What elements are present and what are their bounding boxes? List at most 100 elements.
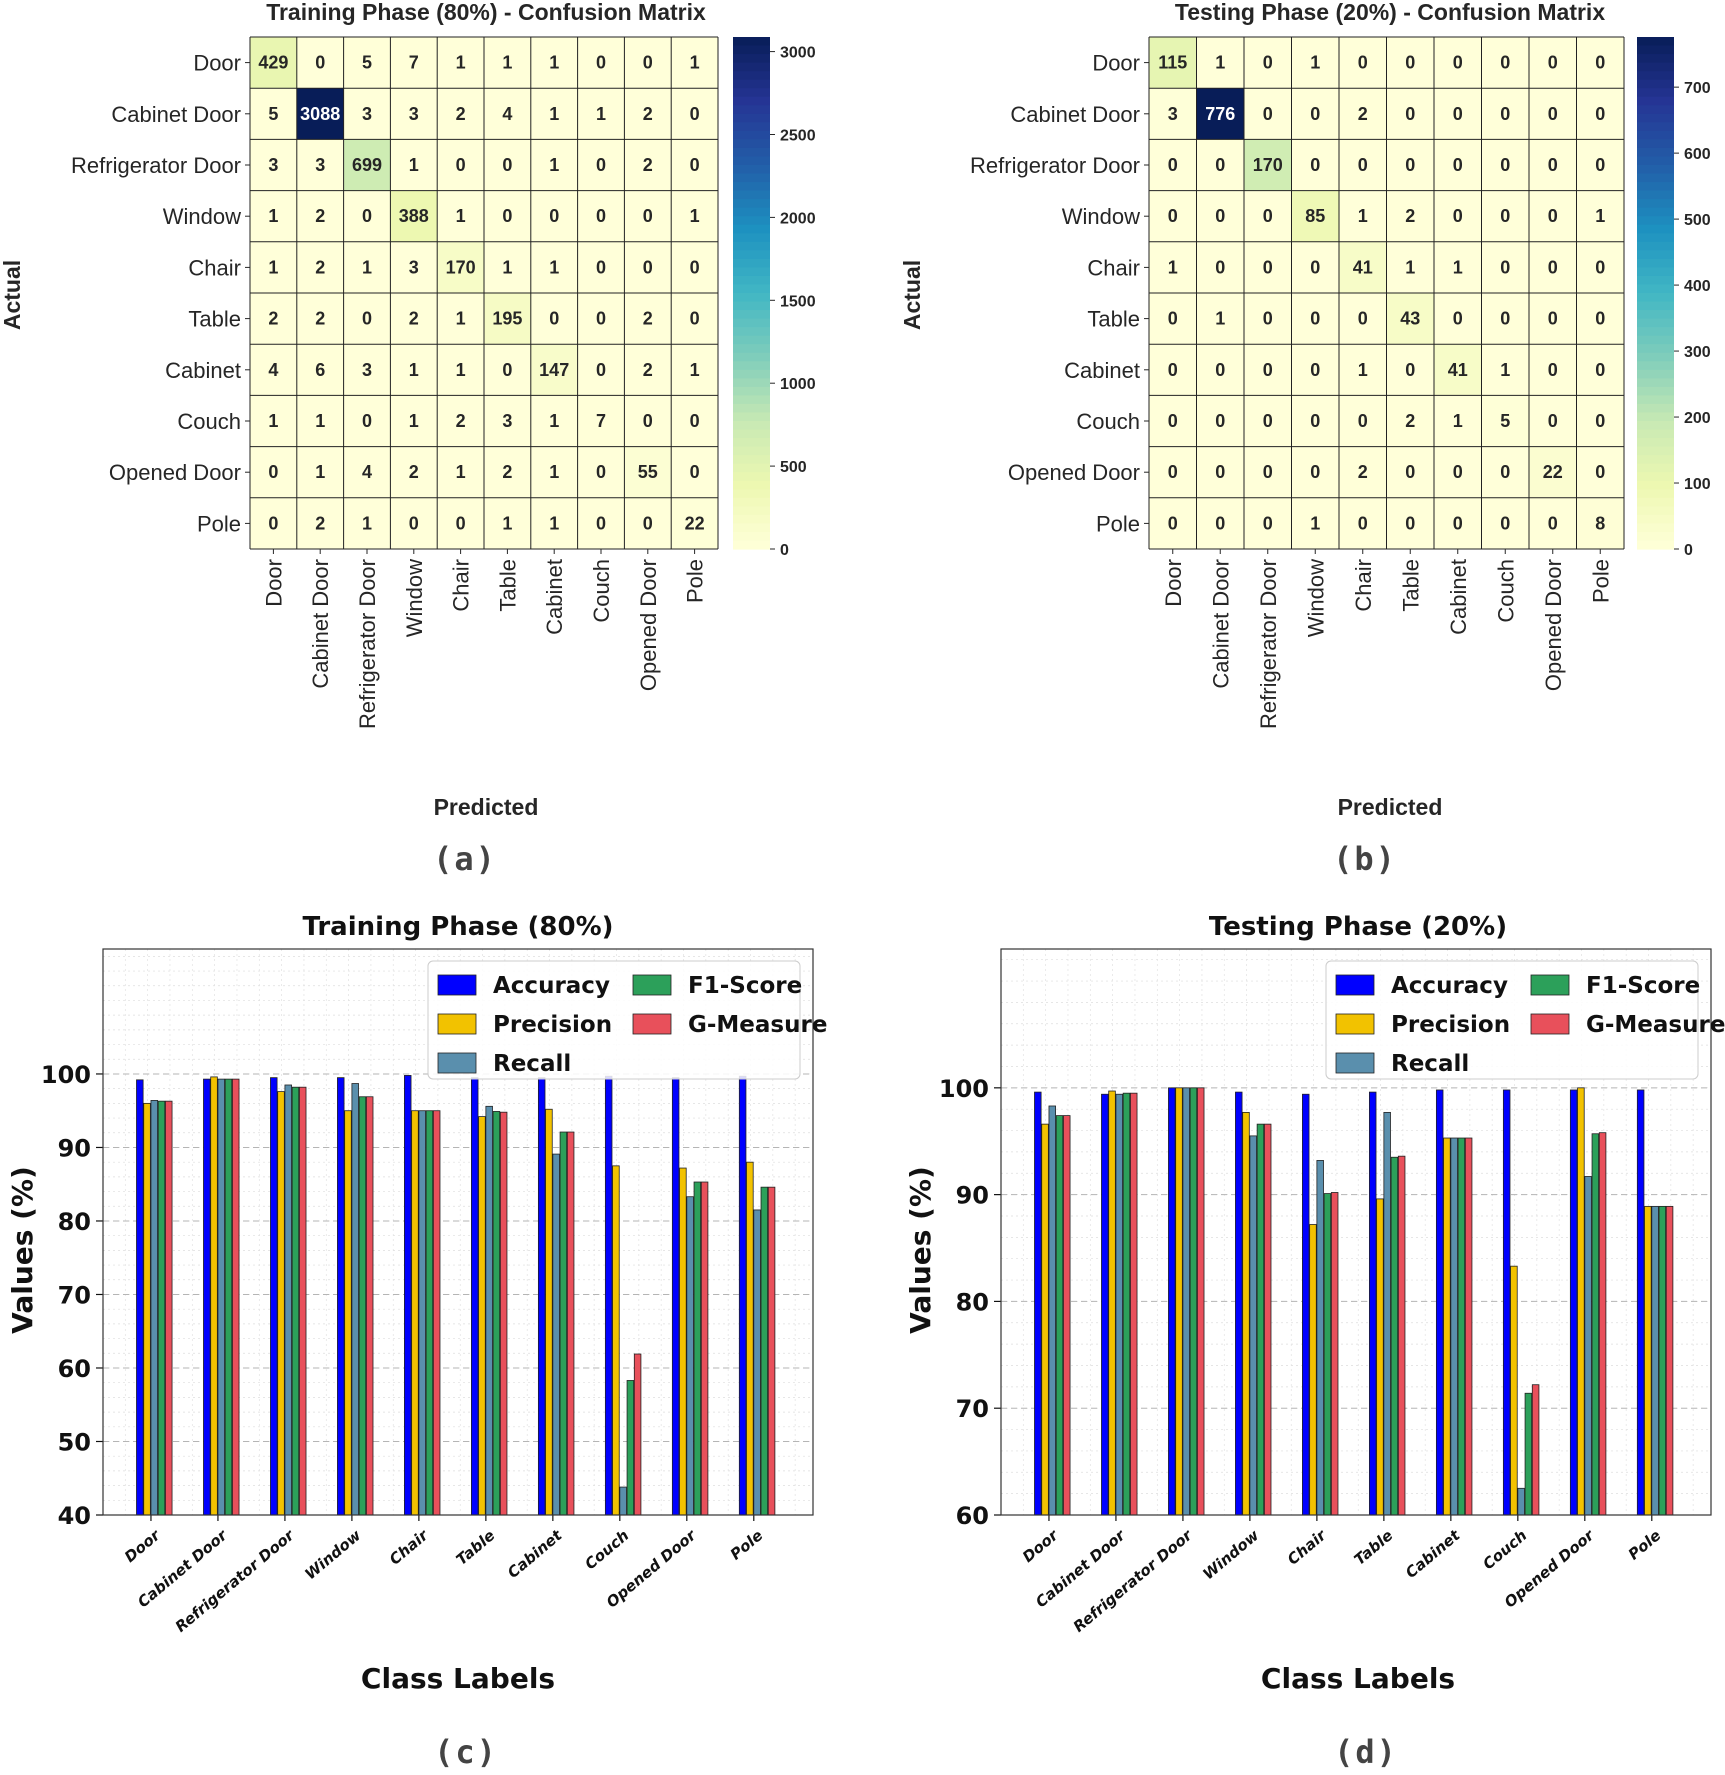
heatmap-cell-value: 2 [643,309,653,329]
heatmap-cell-value: 6 [315,360,325,380]
colorbar-segment [733,207,770,217]
heatmap-cell [249,343,298,396]
heatmap-cell-value: 0 [1215,360,1225,380]
bar-accuracy [1034,1091,1042,1516]
caption-d: (d) [1334,1733,1398,1771]
bar-gmeasure [298,1086,307,1516]
x-tick-label: Pole [1625,1526,1665,1563]
colorbar-segment [733,455,770,465]
heatmap-cell-value: 1 [1310,513,1320,533]
heatmap-cell-value: 0 [1548,104,1558,124]
colorbar-segment [1637,165,1674,175]
x-tick-label: Table [1351,1526,1397,1568]
heatmap-cell [390,395,438,447]
colorbar-segment [1637,173,1674,183]
colorbar-segment [733,79,770,89]
heatmap-cell-value: 43 [1400,309,1420,329]
y-tick-label: 80 [956,1288,989,1316]
bar-recall [1383,1111,1391,1516]
heatmap-cell [1338,190,1387,243]
colorbar-segment [733,497,770,507]
heatmap-cell [530,241,578,294]
colorbar-segment [733,156,770,166]
heatmap-cell [624,139,672,191]
x-tick-label: Door [261,559,286,607]
bar-accuracy [1168,1087,1176,1516]
legend-swatch-accuracy [437,974,477,996]
bar-precision [545,1108,553,1516]
heatmap-cell-value: 0 [1263,513,1273,533]
heatmap-cell [624,395,672,447]
bar-f1 [1189,1087,1198,1516]
heatmap-cell-value: 0 [1548,360,1558,380]
bar-accuracy [738,1075,747,1516]
y-tick-label: 90 [956,1182,989,1210]
colorbar-segment [1637,258,1674,268]
colorbar-segment [733,199,770,209]
y-tick-label: Cabinet [1064,358,1140,383]
bar-gmeasure [566,1131,575,1516]
colorbar-segment [733,139,770,149]
heatmap-cell [577,139,625,191]
colorbar-segment [733,361,770,371]
colorbar-segment [1637,275,1674,286]
heatmap-cell [483,190,532,243]
heatmap-cell-value: 2 [456,411,466,431]
colorbar-segment [1637,318,1674,328]
y-tick-label: Opened Door [109,460,241,485]
bar-accuracy [470,1077,479,1516]
bar-accuracy [136,1079,144,1516]
bar-recall [753,1209,761,1516]
heatmap-cell-value: 0 [690,155,700,175]
heatmap-cell-value: 3 [409,257,419,277]
colorbar-tick-label: 0 [780,542,789,559]
heatmap-cell [1338,343,1387,396]
colorbar-segment [1637,429,1674,439]
heatmap-cell-value: 8 [1595,513,1605,533]
bar-f1 [1524,1392,1533,1516]
heatmap-cell [1481,87,1530,140]
legend-label-precision: Precision [1391,1012,1510,1038]
legend-label-gmeasure: G-Measure [688,1012,827,1038]
bar-f1 [291,1086,300,1516]
cm-testing-ylabel: Actual [899,260,925,330]
heatmap-cell-value: 1 [690,360,700,380]
colorbar-tick-label: 200 [1684,410,1711,427]
colorbar-segment [733,378,770,388]
heatmap-cell-value: 0 [1595,104,1605,124]
heatmap-cell [1148,241,1197,294]
bar-recall [1249,1135,1257,1516]
heatmap-cell-value: 0 [1215,206,1225,226]
y-tick-label: 60 [58,1355,91,1383]
colorbar-segment [733,352,770,362]
heatmap-cell [624,292,672,345]
heatmap-cell [1576,497,1625,550]
heatmap-cell [1576,343,1625,396]
bar-gmeasure [1196,1087,1205,1516]
colorbar-segment [733,446,770,456]
legend-label-recall: Recall [493,1051,571,1077]
heatmap-cell [1243,87,1292,140]
heatmap-cell-value: 0 [596,513,606,533]
bar-gmeasure [700,1181,709,1516]
heatmap-cell-value: 0 [1405,513,1415,533]
heatmap-cell-value: 0 [1310,104,1320,124]
legend-box [1325,960,1699,1080]
heatmap-cell [1148,36,1197,89]
x-tick-label: Pole [1588,559,1613,603]
colorbar-segment [1637,514,1674,524]
heatmap-cell-value: 0 [596,257,606,277]
heatmap-cell-value: 0 [1405,462,1415,482]
heatmap-cell [296,241,344,294]
heatmap-cell [1196,497,1245,550]
heatmap-cell [1196,36,1245,89]
bar-accuracy [537,1077,546,1516]
heatmap-cell-value: 0 [1548,411,1558,431]
heatmap-cell-value: 1 [502,257,512,277]
colorbar-tick-label: 3000 [780,45,816,62]
heatmap-cell-value: 0 [1168,360,1178,380]
caption-c: (c) [434,1733,498,1771]
heatmap-cell-value: 1 [1453,411,1463,431]
legend-label-recall: Recall [1391,1051,1469,1077]
bar-recall [552,1153,560,1516]
